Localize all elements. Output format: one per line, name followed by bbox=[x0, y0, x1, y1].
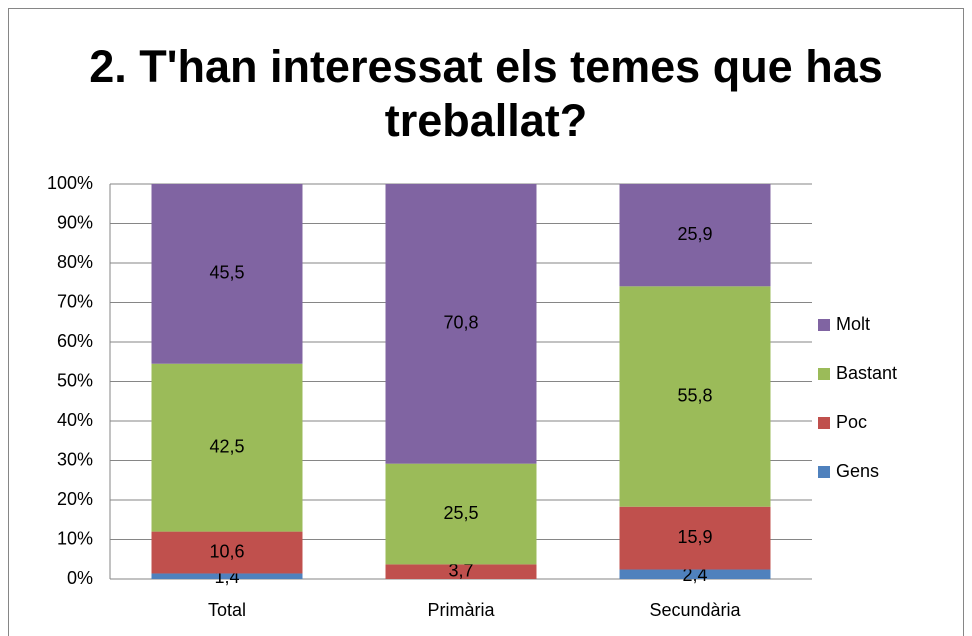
bar-segment bbox=[385, 184, 537, 464]
data-label: 10,6 bbox=[209, 541, 244, 561]
bar-segment bbox=[151, 184, 303, 364]
legend-label: Gens bbox=[836, 461, 879, 481]
data-label: 15,9 bbox=[677, 527, 712, 547]
legend-label: Poc bbox=[836, 412, 867, 432]
bar-segment bbox=[619, 184, 771, 287]
y-tick-label: 40% bbox=[57, 410, 93, 430]
bar-segment bbox=[619, 286, 771, 507]
data-label: 70,8 bbox=[443, 313, 478, 333]
data-label: 3,7 bbox=[448, 560, 473, 580]
y-tick-label: 70% bbox=[57, 291, 93, 311]
chart-title: 2. T'han interessat els temes que has tr… bbox=[89, 41, 883, 146]
legend-swatch bbox=[818, 466, 830, 478]
bar-segment bbox=[385, 564, 537, 579]
chart-border bbox=[8, 8, 964, 636]
y-tick-label: 10% bbox=[57, 528, 93, 548]
data-label: 25,5 bbox=[443, 503, 478, 523]
bar-segment bbox=[619, 569, 771, 579]
x-tick-label: Primària bbox=[427, 600, 495, 620]
y-tick-label: 50% bbox=[57, 370, 93, 390]
data-label: 55,8 bbox=[677, 385, 712, 405]
bar-segment bbox=[151, 573, 303, 579]
x-tick-label: Total bbox=[208, 600, 246, 620]
legend-label: Molt bbox=[836, 314, 870, 334]
y-tick-label: 30% bbox=[57, 449, 93, 469]
bar-segment bbox=[151, 531, 303, 574]
y-tick-label: 90% bbox=[57, 212, 93, 232]
bar-segment bbox=[619, 506, 771, 570]
legend-swatch bbox=[818, 417, 830, 429]
bar-segment bbox=[151, 363, 303, 532]
data-label: 2,4 bbox=[682, 565, 707, 585]
data-label: 25,9 bbox=[677, 224, 712, 244]
data-label: 45,5 bbox=[209, 263, 244, 283]
legend-label: Bastant bbox=[836, 363, 897, 383]
y-tick-label: 60% bbox=[57, 331, 93, 351]
y-tick-label: 0% bbox=[67, 568, 93, 588]
y-tick-label: 20% bbox=[57, 489, 93, 509]
x-tick-label: Secundària bbox=[649, 600, 741, 620]
y-tick-label: 100% bbox=[47, 173, 93, 193]
bar-segment bbox=[385, 463, 537, 565]
legend-swatch bbox=[818, 319, 830, 331]
legend-swatch bbox=[818, 368, 830, 380]
data-label: 42,5 bbox=[209, 436, 244, 456]
y-tick-label: 80% bbox=[57, 252, 93, 272]
